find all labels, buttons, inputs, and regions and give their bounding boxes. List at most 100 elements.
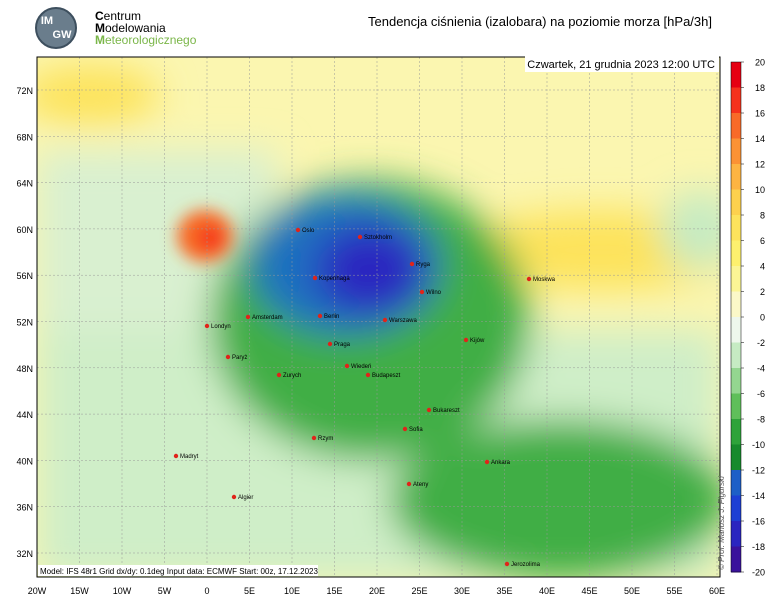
colorbar-segment bbox=[731, 189, 741, 216]
colorbar-segment bbox=[731, 62, 741, 88]
colorbar-segment bbox=[731, 419, 741, 445]
colorbar-label: 6 bbox=[760, 236, 765, 246]
city-dot bbox=[419, 289, 425, 295]
colorbar-label: 8 bbox=[760, 211, 765, 221]
city-label: Paryż bbox=[232, 355, 247, 361]
colorbar-segment bbox=[731, 291, 741, 318]
colorbar-segment bbox=[731, 393, 741, 420]
colorbar-label: 4 bbox=[760, 262, 765, 272]
colorbar-label: -6 bbox=[757, 389, 765, 399]
city-dot bbox=[225, 354, 231, 360]
lon-label: 20W bbox=[28, 586, 47, 596]
city-dot bbox=[204, 323, 210, 329]
copyright: © Prof. Mariusz J. Figurski bbox=[717, 476, 726, 570]
colorbar-label: -10 bbox=[752, 440, 765, 450]
colorbar-segment bbox=[731, 368, 741, 394]
city-label: Kopenhaga bbox=[319, 276, 350, 282]
colorbar-label: 10 bbox=[755, 185, 765, 195]
city-dot bbox=[426, 407, 432, 413]
city-dot bbox=[504, 561, 510, 567]
lat-label: 68N bbox=[16, 132, 33, 142]
lon-label: 30E bbox=[454, 586, 470, 596]
city-label: Sofia bbox=[409, 427, 423, 433]
date-label: Czwartek, 21 grudnia 2023 12:00 UTC bbox=[527, 59, 715, 71]
city-label: Sztokholm bbox=[364, 235, 392, 241]
lat-label: 36N bbox=[16, 503, 33, 513]
lon-label: 20E bbox=[369, 586, 385, 596]
colorbar-segment bbox=[731, 521, 741, 547]
city-dot bbox=[245, 314, 251, 320]
colorbar-label: -16 bbox=[752, 517, 765, 527]
colorbar-label: 16 bbox=[755, 109, 765, 119]
colorbar-label: -12 bbox=[752, 466, 765, 476]
city-label: Praga bbox=[334, 342, 351, 348]
lon-label: 10W bbox=[113, 586, 132, 596]
city-label: Jerozolima bbox=[511, 562, 541, 568]
city-label: Ateny bbox=[413, 482, 428, 488]
colorbar-label: 2 bbox=[760, 287, 765, 297]
lon-label: 35E bbox=[496, 586, 512, 596]
lon-label: 45E bbox=[581, 586, 597, 596]
colorbar-label: -20 bbox=[752, 568, 765, 578]
footer-info: Model: IFS 48r1 Grid dx/dy: 0.1deg Input… bbox=[40, 567, 318, 576]
city-dot bbox=[295, 227, 301, 233]
lat-label: 52N bbox=[16, 318, 33, 328]
city-label: Zurych bbox=[283, 373, 301, 379]
colorbar-label: 18 bbox=[755, 83, 765, 93]
city-label: Rzym bbox=[318, 436, 333, 442]
lat-label: 56N bbox=[16, 271, 33, 281]
lon-label: 10E bbox=[284, 586, 300, 596]
city-dot bbox=[327, 341, 333, 347]
city-dot bbox=[276, 372, 282, 378]
city-label: Madryt bbox=[180, 454, 199, 460]
lat-label: 48N bbox=[16, 364, 33, 374]
lon-label: 0 bbox=[204, 586, 209, 596]
city-dot bbox=[402, 426, 408, 432]
city-label: Algier bbox=[238, 495, 253, 501]
lat-label: 60N bbox=[16, 225, 33, 235]
colorbar-segment bbox=[731, 495, 741, 522]
colorbar-segment bbox=[731, 546, 741, 573]
lat-label: 64N bbox=[16, 179, 33, 189]
map-field bbox=[37, 57, 720, 577]
city-dot bbox=[409, 261, 415, 267]
city-label: Moskwa bbox=[533, 277, 556, 283]
city-label: Berlin bbox=[324, 314, 339, 320]
colorbar-label: 12 bbox=[755, 160, 765, 170]
colorbar-segment bbox=[731, 164, 741, 190]
lat-label: 32N bbox=[16, 549, 33, 559]
colorbar-label: 14 bbox=[755, 134, 765, 144]
org-line: Centrum bbox=[95, 9, 142, 23]
city-dot bbox=[317, 313, 323, 319]
colorbar-segment bbox=[731, 87, 741, 114]
lon-label: 5E bbox=[244, 586, 255, 596]
colorbar-label: -4 bbox=[757, 364, 765, 374]
colorbar-segment bbox=[731, 444, 741, 471]
colorbar-label: 20 bbox=[755, 58, 765, 68]
org-line: Meteorologicznego bbox=[95, 33, 197, 47]
city-dot bbox=[463, 337, 469, 343]
city-dot bbox=[173, 453, 179, 459]
lat-label: 40N bbox=[16, 456, 33, 466]
map-title: Tendencja ciśnienia (izalobara) na pozio… bbox=[368, 14, 712, 29]
city-dot bbox=[382, 317, 388, 323]
city-label: Budapeszt bbox=[372, 373, 401, 379]
city-label: Amsterdam bbox=[252, 315, 283, 321]
colorbar-segment bbox=[731, 317, 741, 343]
city-dot bbox=[526, 276, 532, 282]
lon-label: 50E bbox=[624, 586, 640, 596]
colorbar-label: -14 bbox=[752, 491, 765, 501]
city-dot bbox=[406, 481, 412, 487]
city-label: Wiedeń bbox=[351, 364, 371, 370]
logo-text: GW bbox=[53, 29, 73, 41]
lon-label: 15E bbox=[326, 586, 342, 596]
city-label: Ankara bbox=[491, 460, 511, 466]
lon-label: 55E bbox=[666, 586, 682, 596]
city-label: Oslo bbox=[302, 228, 315, 234]
colorbar-segment bbox=[731, 266, 741, 292]
city-label: Warszawa bbox=[389, 318, 417, 324]
colorbar-label: -2 bbox=[757, 338, 765, 348]
org-line: Modelowania bbox=[95, 21, 166, 35]
colorbar-segment bbox=[731, 470, 741, 496]
